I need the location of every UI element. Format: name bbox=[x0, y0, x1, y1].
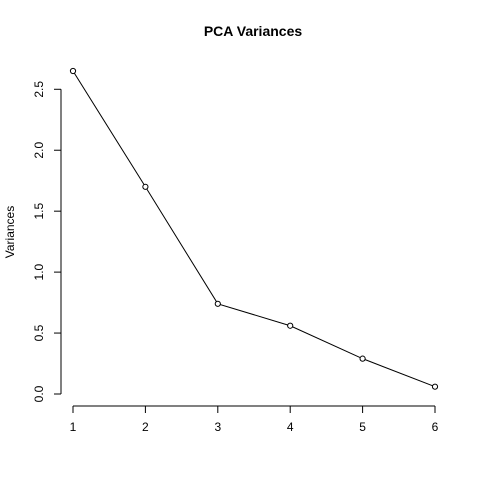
y-tick-label: 1.5 bbox=[32, 203, 46, 220]
series-line bbox=[72, 70, 436, 388]
data-point bbox=[69, 67, 77, 75]
y-tick-label: 0.0 bbox=[32, 385, 46, 402]
data-point bbox=[214, 300, 221, 307]
y-tick-label: 2.5 bbox=[32, 81, 46, 98]
data-point bbox=[142, 183, 149, 190]
x-tick-label: 6 bbox=[432, 420, 439, 434]
x-tick-label: 2 bbox=[142, 420, 149, 434]
data-point bbox=[359, 355, 366, 362]
x-tick-label: 5 bbox=[359, 420, 366, 434]
y-tick-label: 0.5 bbox=[32, 324, 46, 341]
x-tick-label: 4 bbox=[287, 420, 294, 434]
y-axis: 0.0 0.5 1.0 1.5 2.0 2.5 bbox=[32, 81, 62, 402]
y-tick-label: 2.0 bbox=[32, 142, 46, 159]
chart-title: PCA Variances bbox=[204, 23, 303, 39]
y-tick-label: 1.0 bbox=[32, 263, 46, 280]
data-point bbox=[431, 383, 439, 390]
y-axis-label: Variances bbox=[3, 206, 17, 258]
series-layer bbox=[69, 67, 439, 390]
data-point bbox=[287, 322, 294, 329]
x-tick-label: 1 bbox=[70, 420, 77, 434]
x-axis: 1 2 3 4 5 6 bbox=[70, 405, 439, 434]
x-tick-label: 3 bbox=[214, 420, 221, 434]
